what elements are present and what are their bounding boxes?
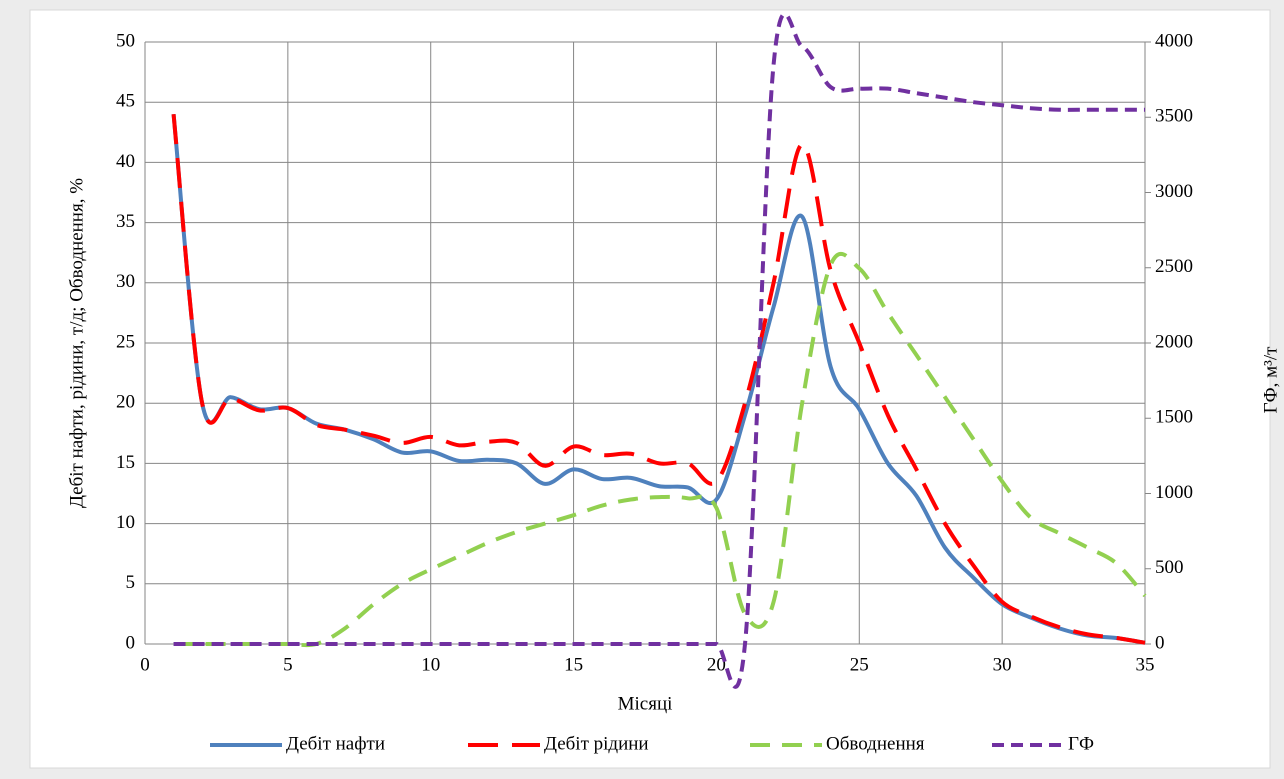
x-tick-label: 30 xyxy=(993,654,1012,675)
legend-label: Обводнення xyxy=(826,733,925,754)
y2-tick-label: 500 xyxy=(1155,557,1184,578)
x-tick-label: 15 xyxy=(564,654,583,675)
y-tick-label: 35 xyxy=(116,211,135,232)
x-tick-label: 0 xyxy=(140,654,150,675)
y-tick-label: 0 xyxy=(126,632,136,653)
y-tick-label: 15 xyxy=(116,452,135,473)
y-tick-label: 5 xyxy=(126,572,136,593)
x-tick-label: 5 xyxy=(283,654,293,675)
legend-label: ГФ xyxy=(1068,733,1094,754)
series-line xyxy=(173,12,1145,689)
x-axis-label: Місяці xyxy=(618,693,673,714)
y2-tick-label: 2500 xyxy=(1155,256,1193,277)
x-tick-label: 20 xyxy=(707,654,726,675)
y2-tick-label: 1000 xyxy=(1155,482,1193,503)
x-tick-label: 25 xyxy=(850,654,869,675)
series-line xyxy=(171,114,1146,645)
y2-tick-label: 2000 xyxy=(1155,331,1193,352)
y-axis-label: Дебіт нафти, рідини, т/д; Обводнення, % xyxy=(66,178,87,508)
y2-tick-label: 1500 xyxy=(1155,407,1193,428)
series-line xyxy=(173,251,1147,648)
y2-axis-label: ГФ, м³/т xyxy=(1260,346,1281,413)
y-tick-label: 30 xyxy=(116,271,135,292)
legend-label: Дебіт рідини xyxy=(544,733,649,754)
y-tick-label: 40 xyxy=(116,151,135,172)
y2-tick-label: 4000 xyxy=(1155,30,1193,51)
y2-tick-label: 0 xyxy=(1155,632,1165,653)
legend-label: Дебіт нафти xyxy=(286,733,385,754)
y2-tick-label: 3000 xyxy=(1155,181,1193,202)
y2-tick-label: 3500 xyxy=(1155,106,1193,127)
chart-area xyxy=(29,9,1271,769)
x-tick-label: 35 xyxy=(1136,654,1155,675)
y-tick-label: 25 xyxy=(116,331,135,352)
y-tick-label: 45 xyxy=(116,91,135,112)
y-tick-label: 20 xyxy=(116,392,135,413)
y-tick-label: 50 xyxy=(116,30,135,51)
y-tick-label: 10 xyxy=(116,512,135,533)
series-line xyxy=(171,114,1146,645)
x-tick-label: 10 xyxy=(421,654,440,675)
